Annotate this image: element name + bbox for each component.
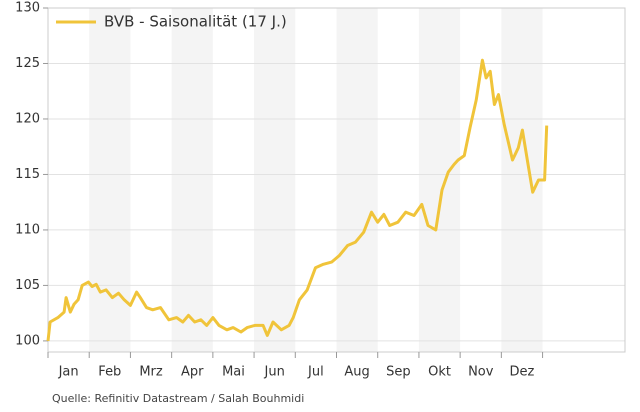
x-tick-label: Jul xyxy=(307,365,324,380)
month-band xyxy=(418,8,461,352)
source: Quelle: Refinitiv Datastream / Salah Bou… xyxy=(52,392,304,405)
x-tick-label: Jan xyxy=(58,365,79,380)
x-tick-label: Jun xyxy=(264,365,285,380)
x-tick-label: Okt xyxy=(428,365,451,380)
month-band xyxy=(171,8,213,352)
month-band xyxy=(254,8,296,352)
y-tick-label: 130 xyxy=(15,1,40,16)
x-tick-label: Sep xyxy=(386,365,411,380)
x-tick-label: Apr xyxy=(181,365,204,380)
month-band xyxy=(336,8,378,352)
line xyxy=(46,58,549,342)
x-tick-label: Dez xyxy=(510,365,535,380)
y-tick-label: 125 xyxy=(15,56,40,71)
x-tick-label: Mai xyxy=(222,365,245,380)
y-tick-label: 110 xyxy=(15,222,40,237)
month-band xyxy=(501,8,543,352)
y-tick-label: 120 xyxy=(15,111,40,126)
y-tick-label: 115 xyxy=(15,167,40,182)
legend-label: BVB - Saisonalität (17 J.) xyxy=(104,13,287,31)
x-tick-label: Aug xyxy=(344,365,369,380)
x-tick-label: Mrz xyxy=(139,365,163,380)
month-bands xyxy=(89,8,543,352)
y-tick-label: 100 xyxy=(15,333,40,348)
x-tick-label: Feb xyxy=(98,365,121,380)
y-tick-label: 105 xyxy=(15,278,40,293)
x-tick-label: Nov xyxy=(468,365,494,380)
